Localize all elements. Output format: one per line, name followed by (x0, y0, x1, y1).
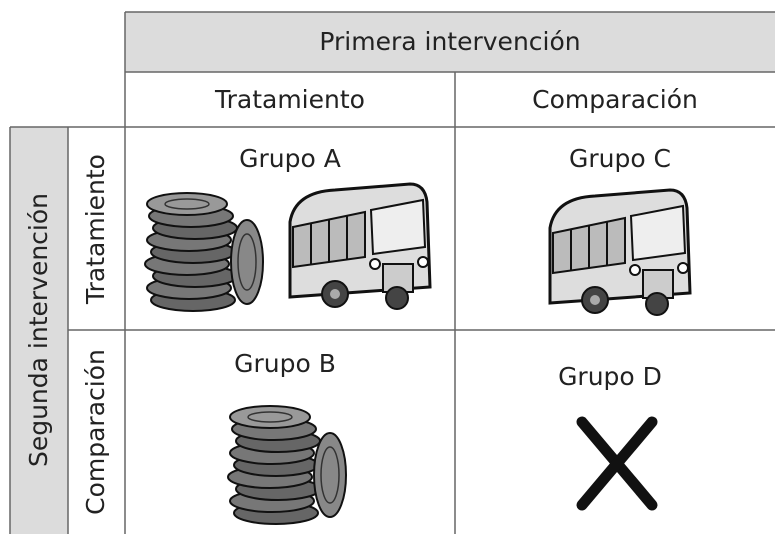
column-label: Tratamiento (214, 85, 365, 114)
row-label: Tratamiento (81, 154, 110, 305)
coins-icon (227, 405, 347, 525)
header-title: Primera intervención (319, 27, 580, 56)
column-label: Comparación (532, 85, 698, 114)
side-band (10, 127, 68, 534)
bus-icon (288, 182, 432, 311)
coins-icon (144, 192, 264, 312)
cell-label: Grupo A (239, 144, 341, 173)
row-label: Comparación (81, 349, 110, 515)
side-title: Segunda intervención (24, 193, 53, 467)
cross-icon (576, 416, 658, 511)
cell-label: Grupo D (558, 362, 662, 391)
header-band (125, 12, 775, 72)
bus-icon (548, 188, 692, 317)
grid-lines (9, 11, 775, 534)
cell-label: Grupo B (234, 349, 336, 378)
cell-label: Grupo C (569, 144, 671, 173)
